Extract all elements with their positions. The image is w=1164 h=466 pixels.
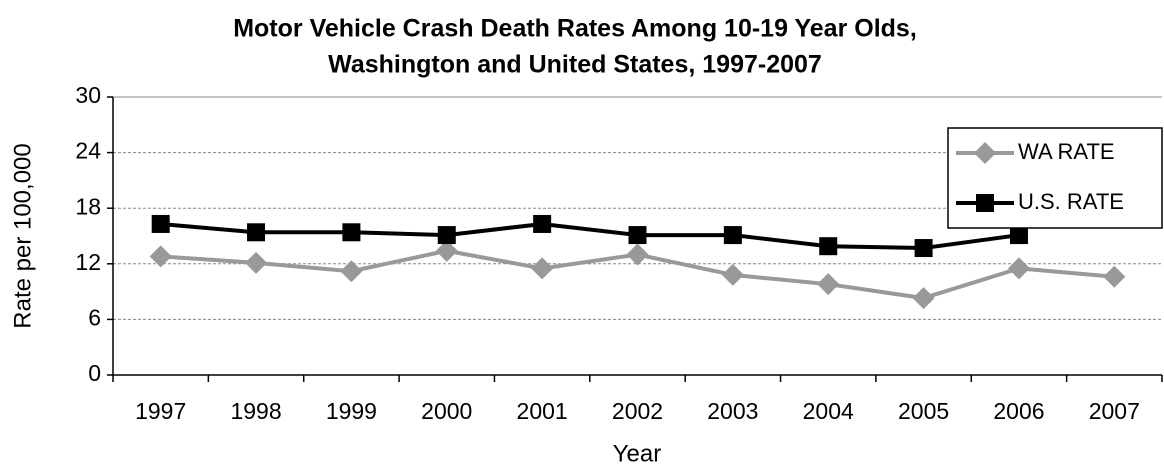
data-point	[149, 245, 172, 268]
legend-marker	[976, 194, 994, 212]
data-point	[723, 226, 742, 245]
x-tick-label: 2003	[707, 398, 758, 424]
x-tick-label: 2002	[612, 398, 663, 424]
legend-label: WA RATE	[1018, 139, 1115, 164]
data-point	[817, 273, 840, 296]
data-point	[914, 239, 933, 258]
data-point	[342, 223, 361, 242]
y-tick-label: 24	[75, 138, 101, 164]
x-tick-label: 1997	[135, 398, 186, 424]
data-point	[1009, 226, 1028, 245]
x-axis-label: Year	[613, 440, 662, 466]
x-tick-label: 2006	[993, 398, 1044, 424]
data-point	[1007, 257, 1030, 280]
y-axis-label: Rate per 100,000	[9, 143, 36, 328]
data-point	[1103, 265, 1126, 288]
data-point	[247, 223, 266, 242]
data-point	[533, 214, 552, 233]
y-tick-label: 12	[75, 249, 101, 275]
y-tick-label: 18	[75, 193, 101, 219]
data-point	[151, 214, 170, 233]
data-point	[912, 287, 935, 310]
data-point	[435, 239, 458, 262]
data-point	[437, 226, 456, 245]
data-point	[245, 251, 268, 274]
y-tick-label: 0	[88, 360, 101, 386]
data-point	[340, 260, 363, 283]
data-point	[531, 257, 554, 280]
data-point	[626, 243, 649, 266]
x-tick-label: 2004	[803, 398, 854, 424]
chart-title: Washington and United States, 1997-2007	[328, 51, 822, 79]
x-tick-label: 2007	[1089, 398, 1140, 424]
data-point	[819, 237, 838, 256]
x-tick-label: 1998	[230, 398, 281, 424]
chart-title: Motor Vehicle Crash Death Rates Among 10…	[233, 15, 917, 43]
x-tick-label: 1999	[326, 398, 377, 424]
legend-marker	[974, 142, 996, 164]
y-tick-label: 6	[88, 304, 101, 330]
data-point	[628, 226, 647, 245]
x-tick-label: 2000	[421, 398, 472, 424]
y-tick-label: 30	[75, 82, 101, 108]
series-line	[160, 221, 1020, 251]
x-tick-label: 2001	[517, 398, 568, 424]
legend-label: U.S. RATE	[1018, 189, 1124, 214]
x-tick-label: 2005	[898, 398, 949, 424]
data-point	[721, 263, 744, 286]
